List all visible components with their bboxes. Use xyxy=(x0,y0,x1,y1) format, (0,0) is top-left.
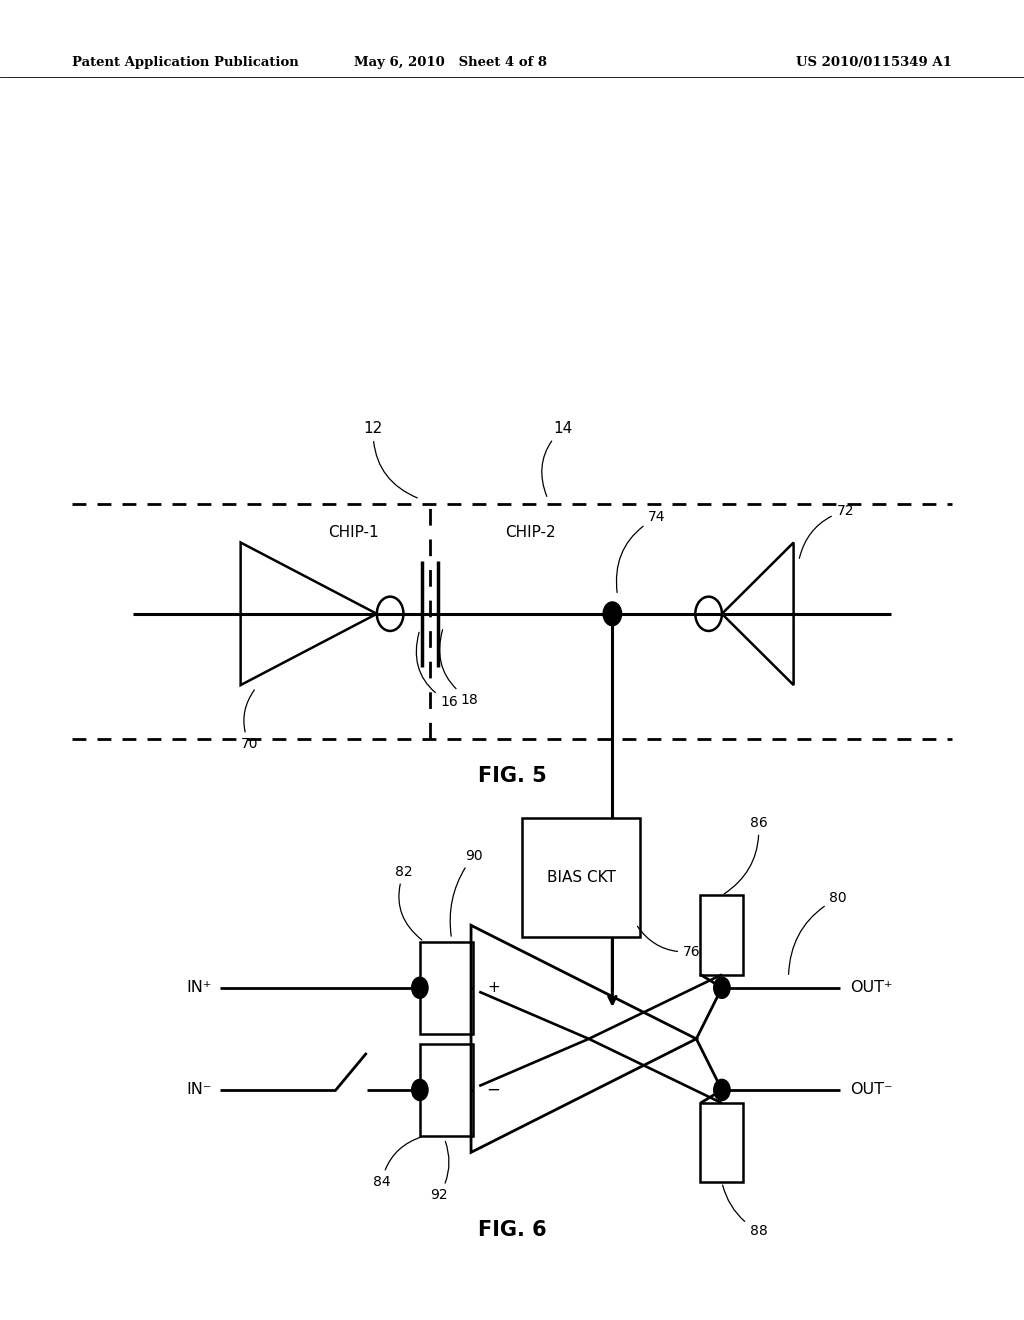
Text: −: − xyxy=(486,1081,501,1100)
Text: 14: 14 xyxy=(542,421,572,496)
Text: 74: 74 xyxy=(616,511,666,593)
Text: FIG. 5: FIG. 5 xyxy=(477,766,547,787)
Text: 90: 90 xyxy=(451,849,482,936)
Text: FIG. 6: FIG. 6 xyxy=(477,1220,547,1241)
Text: OUT⁻: OUT⁻ xyxy=(850,1082,893,1097)
Text: Patent Application Publication: Patent Application Publication xyxy=(72,55,298,69)
Circle shape xyxy=(714,1080,730,1101)
Circle shape xyxy=(412,977,428,998)
Text: 82: 82 xyxy=(395,865,422,940)
Text: 92: 92 xyxy=(430,1142,449,1203)
Text: IN⁺: IN⁺ xyxy=(186,981,212,995)
Text: 88: 88 xyxy=(723,1185,767,1238)
Text: 18: 18 xyxy=(439,630,478,706)
Text: BIAS CKT: BIAS CKT xyxy=(547,870,615,886)
Text: 70: 70 xyxy=(241,690,258,751)
Circle shape xyxy=(603,602,622,626)
Text: 86: 86 xyxy=(724,816,767,894)
Text: 76: 76 xyxy=(638,927,700,958)
Text: US 2010/0115349 A1: US 2010/0115349 A1 xyxy=(797,55,952,69)
Text: 72: 72 xyxy=(800,504,854,558)
Text: CHIP-1: CHIP-1 xyxy=(328,525,379,540)
Text: 84: 84 xyxy=(373,1137,421,1189)
Circle shape xyxy=(412,1080,428,1101)
Text: 12: 12 xyxy=(364,421,417,498)
Text: May 6, 2010   Sheet 4 of 8: May 6, 2010 Sheet 4 of 8 xyxy=(354,55,547,69)
Circle shape xyxy=(714,977,730,998)
Text: OUT⁺: OUT⁺ xyxy=(850,981,893,995)
Text: 16: 16 xyxy=(417,632,458,709)
Text: IN⁻: IN⁻ xyxy=(186,1082,212,1097)
Text: +: + xyxy=(487,981,500,995)
Text: 80: 80 xyxy=(788,891,847,974)
Text: CHIP-2: CHIP-2 xyxy=(505,525,555,540)
